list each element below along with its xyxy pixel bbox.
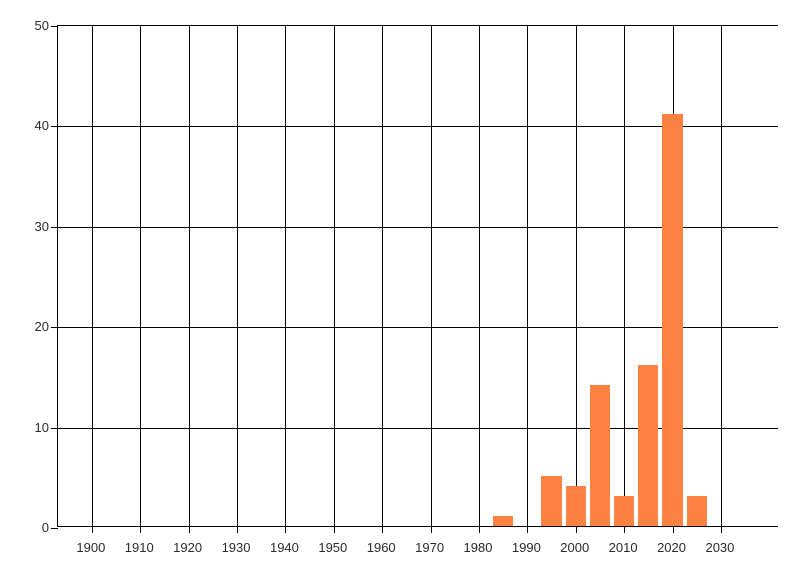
gridline-vertical	[140, 26, 142, 526]
gridline-vertical	[527, 26, 529, 526]
x-axis-tick	[527, 526, 529, 533]
y-axis-tick-label: 0	[41, 520, 49, 535]
y-axis-tick	[51, 226, 58, 228]
gridline-vertical	[285, 26, 287, 526]
x-axis-tick	[285, 526, 287, 533]
gridline-horizontal	[58, 427, 778, 429]
x-axis-tick-label: 1900	[76, 540, 106, 555]
gridline-vertical	[333, 26, 335, 526]
gridline-vertical	[382, 26, 384, 526]
gridline-vertical	[237, 26, 239, 526]
y-axis-tick	[51, 427, 58, 429]
x-axis-tick-label: 1970	[415, 540, 445, 555]
bar	[613, 495, 635, 526]
bar	[493, 515, 514, 526]
y-axis-tick	[51, 126, 58, 128]
bar	[541, 475, 562, 526]
x-axis-tick	[720, 526, 722, 533]
gridline-vertical	[575, 26, 577, 526]
gridline-horizontal	[58, 327, 778, 329]
x-axis-tick-label: 1980	[463, 540, 493, 555]
gridline-vertical	[91, 26, 93, 526]
x-axis-tick	[382, 526, 384, 533]
x-axis-tick	[478, 526, 480, 533]
x-axis-tick-label: 1950	[318, 540, 348, 555]
x-axis-tick-label: 1910	[124, 540, 154, 555]
x-axis-tick	[575, 526, 577, 533]
bar	[662, 114, 683, 526]
y-axis-tick	[51, 26, 58, 27]
x-axis-tick-label: 2010	[608, 540, 638, 555]
y-axis-tick-label: 40	[34, 118, 49, 134]
x-axis-tick	[91, 526, 93, 533]
x-axis-tick-label: 1940	[269, 540, 299, 555]
y-axis-tick-labels: 0 10 20 30 40 50	[0, 0, 49, 576]
gridline-vertical	[478, 26, 480, 526]
bars-layer	[58, 26, 778, 526]
x-axis-tick-label: 2000	[560, 540, 590, 555]
x-axis-tick	[430, 526, 432, 533]
y-axis-tick-label: 30	[34, 218, 49, 234]
x-axis-tick-label: 1960	[366, 540, 396, 555]
bar	[565, 485, 586, 526]
x-axis-tick-label: 2030	[705, 540, 735, 555]
bar	[686, 495, 707, 526]
gridline-vertical	[430, 26, 432, 526]
bar	[589, 385, 611, 526]
x-axis-tick-label: 1920	[173, 540, 203, 555]
y-axis-tick-label: 20	[34, 319, 49, 335]
y-axis-tick	[51, 528, 58, 529]
gridline-vertical	[720, 26, 722, 526]
y-axis-tick	[51, 327, 58, 329]
bar	[638, 365, 659, 526]
x-axis-tick	[188, 526, 190, 533]
x-axis-tick	[624, 526, 626, 533]
gridline-vertical	[188, 26, 190, 526]
x-axis-tick	[672, 526, 674, 533]
x-axis-tick	[333, 526, 335, 533]
x-axis-tick-label: 1930	[221, 540, 251, 555]
x-axis-tick-label: 2020	[657, 540, 686, 555]
y-axis-tick-label: 50	[34, 18, 49, 33]
plot-area	[51, 25, 778, 533]
y-axis-tick-label: 10	[34, 419, 49, 435]
x-axis-tick	[140, 526, 142, 533]
x-axis-tick-label: 1990	[511, 540, 541, 555]
gridline-horizontal	[58, 226, 778, 228]
gridline-horizontal	[58, 126, 778, 128]
x-axis-tick	[237, 526, 239, 533]
gridline-vertical	[624, 26, 626, 526]
